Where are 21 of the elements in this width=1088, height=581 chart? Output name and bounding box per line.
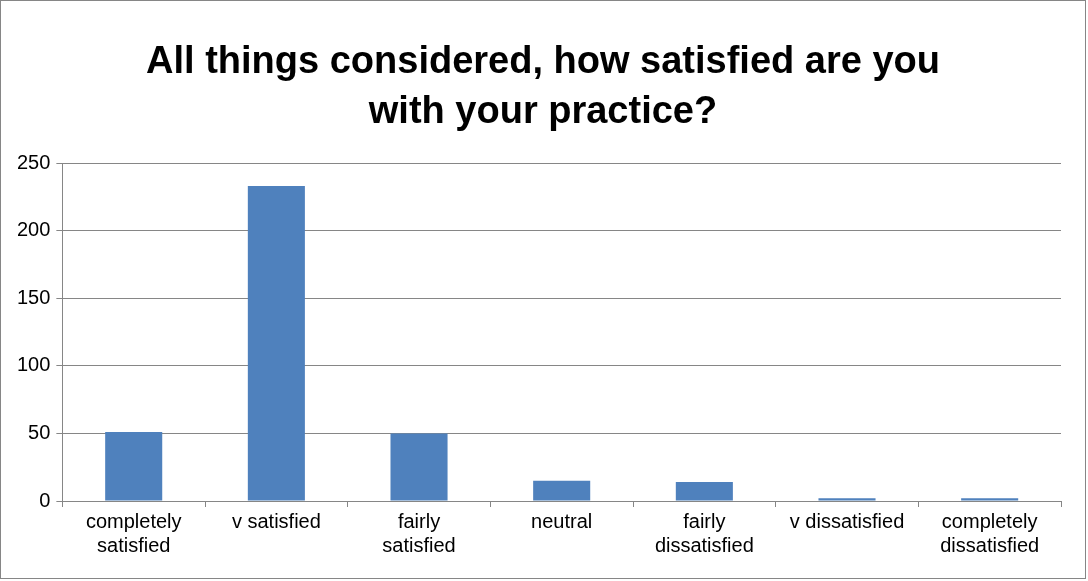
x-tick-label: neutral: [531, 509, 593, 532]
bar: [247, 185, 305, 501]
x-tick-label: fairly satisfied: [382, 509, 456, 556]
bar: [818, 498, 876, 501]
y-tick-label: 100: [16, 353, 51, 376]
bar: [390, 433, 448, 501]
x-tick-label: completely dissatisfied: [940, 509, 1040, 556]
y-tick-label: 200: [16, 218, 51, 241]
y-tick-label: 250: [16, 150, 51, 173]
chart-title: All things considered, how satisfied are you with your practice?: [145, 38, 941, 133]
bar: [533, 480, 591, 501]
y-tick-label: 0: [39, 488, 51, 511]
y-tick-label: 150: [16, 285, 51, 308]
x-tick-label: completely satisfied: [85, 509, 182, 556]
bar: [675, 482, 733, 501]
x-tick-label: v dissatisfied: [789, 509, 905, 532]
x-tick-label: v satisfied: [231, 509, 321, 532]
x-tick-label: fairly dissatisfied: [654, 509, 754, 556]
y-tick-label: 50: [28, 420, 51, 443]
bar: [961, 498, 1019, 501]
bar: [105, 432, 163, 501]
